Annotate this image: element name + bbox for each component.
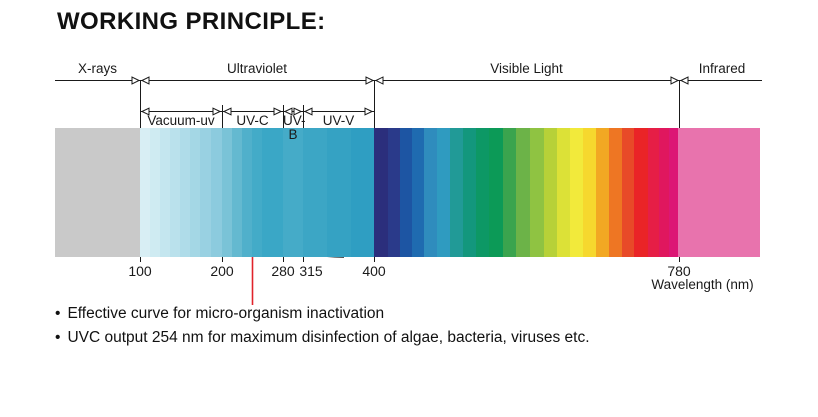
spectrum-stripe (570, 128, 583, 257)
spectrum-stripe (503, 128, 516, 257)
subband-label-vacuum-uv: Vacuum-uv (147, 113, 215, 128)
spectrum-stripe (463, 128, 476, 257)
spectrum-stripe (476, 128, 489, 257)
spectrum-stripe (400, 128, 412, 257)
wavelength-tick-200: 200 (210, 263, 234, 279)
band-label-infrared: Infrared (698, 61, 746, 76)
spectrum-stripe (351, 128, 374, 257)
boundary-arrowhead-icon (140, 76, 150, 85)
spectrum-stripe (437, 128, 450, 257)
page-title: WORKING PRINCIPLE: (57, 8, 326, 35)
spectrum-stripe (450, 128, 463, 257)
spectrum-stripe (262, 128, 283, 257)
spectrum-stripe (374, 128, 388, 257)
bullet-list: • Effective curve for micro-organism inac… (55, 302, 590, 350)
spectrum-stripe (544, 128, 557, 257)
spectrum-stripe (388, 128, 400, 257)
spectrum-stripe (140, 128, 150, 257)
bullet-text: UVC output 254 nm for maximum disinfecti… (67, 329, 590, 346)
spectrum-stripe (659, 128, 669, 257)
spectrum-stripe (170, 128, 180, 257)
boundary-arrowhead-icon (670, 76, 680, 85)
spectrum-stripe (609, 128, 622, 257)
bullet-item: • Effective curve for micro-organism inac… (55, 302, 590, 326)
bullet-item: • UVC output 254 nm for maximum disinfect… (55, 326, 590, 350)
spectrum-stripe (622, 128, 634, 257)
spectrum-stripe (252, 128, 262, 257)
wavelength-tick-280: 280 (271, 263, 295, 279)
boundary-arrowhead-icon (679, 76, 689, 85)
subband-label-uv-c: UV-C (236, 113, 269, 128)
spectrum-stripe (489, 128, 503, 257)
spectrum-stripe (583, 128, 596, 257)
spectrum-stripe (242, 128, 252, 257)
subband-label-uv-v: UV-V (322, 113, 355, 128)
spectrum-stripe (55, 128, 140, 257)
spectrum-stripe (211, 128, 222, 257)
spectrum-stripe (200, 128, 211, 257)
spectrum-band (55, 128, 760, 257)
spectrum-stripe (412, 128, 424, 257)
spectrum-stripe (530, 128, 544, 257)
spectrum-stripe (180, 128, 190, 257)
boundary-arrowhead-icon (374, 76, 384, 85)
spectrum-stripe (648, 128, 659, 257)
spectrum-stripe (283, 128, 303, 257)
spectrum-stripe (190, 128, 200, 257)
subband-label-uv-b: UV- (283, 113, 306, 128)
wavelength-axis-label: Wavelength (nm) (651, 277, 754, 292)
wavelength-tick-780: 780 (667, 263, 691, 279)
spectrum-stripe (222, 128, 232, 257)
spectrum-stripe (678, 128, 760, 257)
spectrum-stripe (634, 128, 648, 257)
boundary-arrowhead-icon (365, 76, 375, 85)
wavelength-tick-315: 315 (299, 263, 323, 279)
band-label-visible-light: Visible Light (490, 61, 563, 76)
spectrum-stripe (327, 128, 351, 257)
spectrum-stripe (596, 128, 609, 257)
band-label-x-rays: X-rays (77, 61, 117, 76)
boundary-arrowhead-icon (131, 76, 141, 85)
spectrum-stripe (557, 128, 570, 257)
spectrum-stripe (303, 128, 327, 257)
spectrum-stripe (160, 128, 170, 257)
spectrum-stripe (232, 128, 242, 257)
spectrum-stripe (516, 128, 530, 257)
subband-label-uv-b: B (288, 127, 298, 142)
spectrum-stripe (669, 128, 678, 257)
spectrum-stripe (150, 128, 160, 257)
wavelength-tick-100: 100 (128, 263, 152, 279)
bullet-icon: • (55, 329, 61, 346)
spectrum-stripe (424, 128, 437, 257)
wavelength-tick-400: 400 (362, 263, 386, 279)
bullet-icon: • (55, 305, 61, 322)
band-label-ultraviolet: Ultraviolet (226, 61, 288, 76)
bullet-text: Effective curve for micro-organism inact… (67, 305, 385, 322)
